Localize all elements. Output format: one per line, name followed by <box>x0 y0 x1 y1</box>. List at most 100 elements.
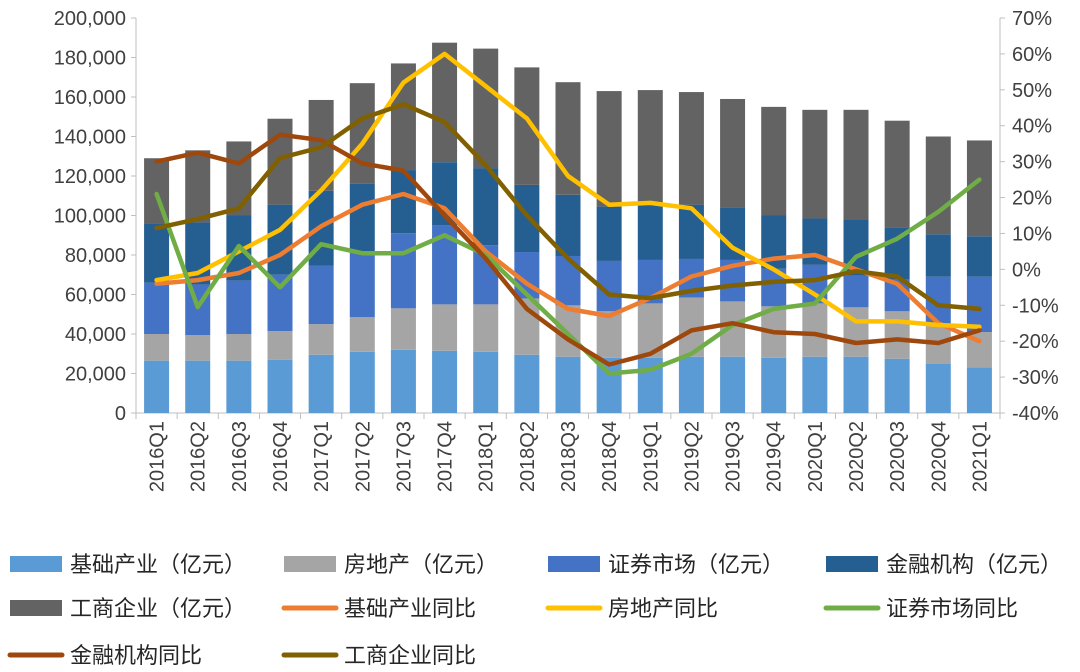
right-tick-label: 20% <box>1012 188 1052 210</box>
x-tick-label: 2020Q4 <box>928 421 950 492</box>
x-tick-label: 2020Q2 <box>846 421 868 492</box>
legend-label: 房地产同比 <box>608 597 718 622</box>
left-tick-label: 20,000 <box>65 364 126 386</box>
bar-segment-5 <box>514 67 540 185</box>
x-tick-label: 2018Q3 <box>558 421 580 492</box>
bar-segment-3 <box>144 282 170 334</box>
bar-segment-4 <box>267 204 293 275</box>
legend-swatch-bar <box>284 556 336 572</box>
legend-label: 工商企业同比 <box>344 644 476 669</box>
bar-segment-3 <box>843 275 869 308</box>
bar-segment-5 <box>596 91 622 207</box>
x-tick-label: 2016Q3 <box>229 421 251 492</box>
x-tick-label: 2017Q3 <box>393 421 415 492</box>
left-tick-label: 200,000 <box>54 8 126 30</box>
bar-segment-1 <box>473 351 499 413</box>
legend-label: 房地产（亿元） <box>344 553 498 578</box>
left-tick-label: 180,000 <box>54 48 126 70</box>
x-tick-label: 2016Q2 <box>188 421 210 492</box>
bar-layer <box>144 42 992 413</box>
bar-segment-4 <box>637 203 663 260</box>
bar-segment-1 <box>966 367 992 413</box>
x-tick-label: 2018Q2 <box>517 421 539 492</box>
bar-segment-4 <box>473 168 499 246</box>
legend-label: 工商企业（亿元） <box>70 597 246 622</box>
bar-segment-2 <box>267 331 293 360</box>
bar-segment-1 <box>884 358 910 413</box>
bar-segment-5 <box>843 109 869 220</box>
bar-segment-1 <box>720 356 746 413</box>
x-tick-label: 2020Q1 <box>805 421 827 492</box>
left-tick-label: 0 <box>115 403 126 425</box>
bar-segment-1 <box>308 354 334 413</box>
line-series-5 <box>154 101 982 312</box>
bar-segment-2 <box>432 304 458 351</box>
right-tick-label: 40% <box>1012 116 1052 138</box>
bar-segment-1 <box>514 354 540 413</box>
x-tick-label: 2019Q3 <box>723 421 745 492</box>
bar-segment-5 <box>802 109 828 219</box>
bar-segment-5 <box>884 120 910 228</box>
x-tick-label: 2016Q1 <box>147 421 169 492</box>
bar-segment-5 <box>761 106 787 216</box>
legend-swatch-bar <box>826 556 878 572</box>
right-tick-label: -40% <box>1012 403 1059 425</box>
bar-segment-4 <box>596 206 622 261</box>
right-tick-label: 0% <box>1012 259 1041 281</box>
bar-segment-4 <box>144 223 170 283</box>
line-series-2 <box>154 51 982 330</box>
bar-segment-2 <box>226 334 252 361</box>
bar-segment-5 <box>267 118 293 205</box>
bar-segment-2 <box>596 311 622 358</box>
x-tick-label: 2017Q1 <box>311 421 333 492</box>
bar-segment-3 <box>390 233 416 309</box>
bar-segment-5 <box>226 141 252 216</box>
bar-segment-3 <box>966 276 992 333</box>
bar-segment-5 <box>390 63 416 171</box>
right-tick-label: 10% <box>1012 223 1052 245</box>
bar-segment-1 <box>390 349 416 413</box>
bar-segment-2 <box>349 317 375 352</box>
bar-segment-4 <box>884 227 910 280</box>
bar-segment-2 <box>390 308 416 350</box>
bar-segment-2 <box>308 324 334 355</box>
bar-segment-1 <box>555 356 581 413</box>
legend-swatch-bar <box>10 556 62 572</box>
x-tick-label: 2019Q4 <box>764 421 786 492</box>
bar-segment-1 <box>925 363 951 413</box>
bar-segment-3 <box>226 280 252 334</box>
left-tick-label: 60,000 <box>65 285 126 307</box>
right-tick-label: 50% <box>1012 80 1052 102</box>
x-tick-label: 2019Q2 <box>681 421 703 492</box>
right-tick-label: 70% <box>1012 8 1052 30</box>
legend-label: 基础产业（亿元） <box>70 553 246 578</box>
left-tick-label: 80,000 <box>65 245 126 267</box>
bar-segment-5 <box>678 92 704 205</box>
bar-segment-1 <box>432 350 458 413</box>
line-layer <box>154 51 982 376</box>
bar-segment-1 <box>144 360 170 413</box>
bar-segment-1 <box>185 360 211 413</box>
bar-segment-5 <box>637 90 663 204</box>
bar-segment-3 <box>308 265 334 325</box>
left-tick-label: 40,000 <box>65 324 126 346</box>
bar-segment-5 <box>185 150 211 223</box>
bar-segment-2 <box>144 334 170 361</box>
legend: 基础产业（亿元） 房地产（亿元） 证券市场（亿元） 金融机构（亿元） 工商企业（亿元） 基… <box>7 553 1062 669</box>
x-tick-label: 2017Q2 <box>352 421 374 492</box>
legend-label: 证券市场同比 <box>886 597 1018 622</box>
bar-segment-1 <box>761 357 787 413</box>
right-tick-label: 30% <box>1012 152 1052 174</box>
left-tick-label: 160,000 <box>54 87 126 109</box>
legend-swatch-bar <box>548 556 600 572</box>
x-tick-label: 2017Q4 <box>435 421 457 492</box>
line-series-1 <box>154 191 982 344</box>
bar-segment-5 <box>473 48 499 169</box>
bar-segment-1 <box>678 356 704 413</box>
bar-segment-1 <box>843 356 869 413</box>
bar-segment-2 <box>185 334 211 361</box>
right-tick-label: -20% <box>1012 331 1059 353</box>
x-tick-label: 2019Q1 <box>640 421 662 492</box>
legend-swatch-bar <box>10 600 62 616</box>
